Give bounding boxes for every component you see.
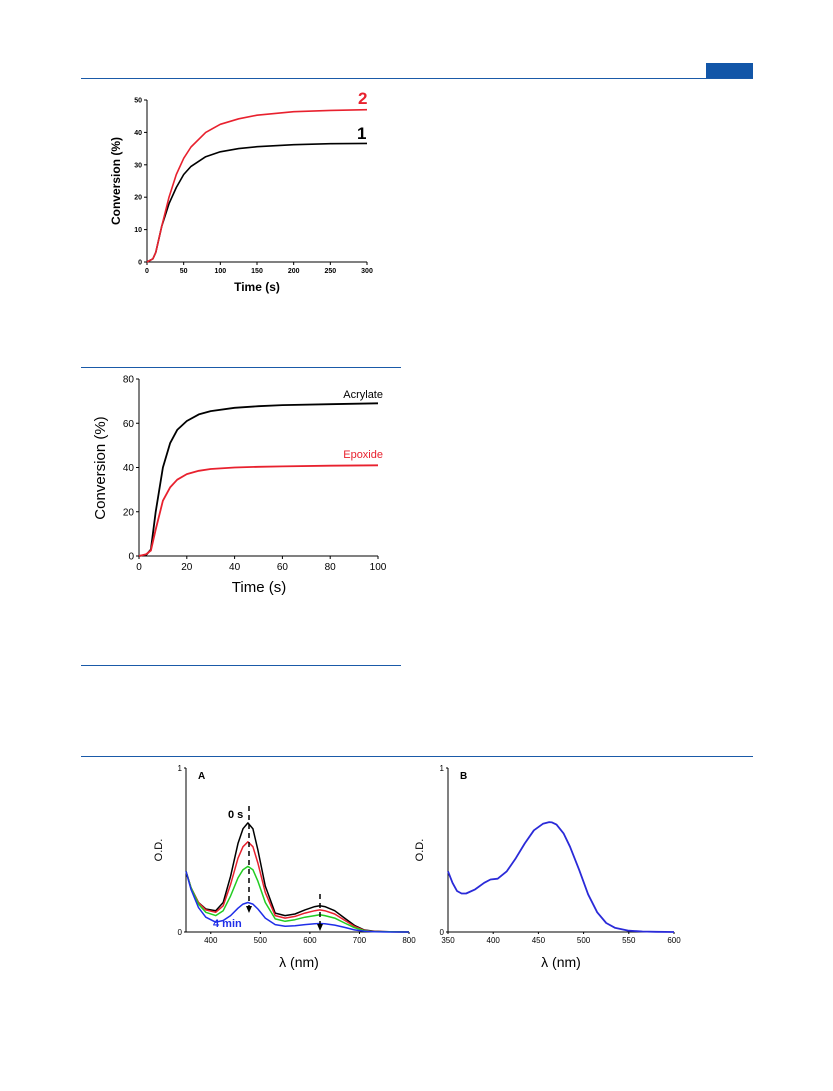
chart-2-series-2-line: [138, 464, 379, 557]
chart-3-x-tick-label: 800: [402, 936, 416, 945]
chart-4-x-tick-label: 350: [441, 936, 455, 945]
chart-4-series-1-line: [447, 821, 675, 933]
chart-3-arrowhead-1: [246, 906, 252, 913]
chart-2-series-1-line: [138, 402, 379, 557]
chart-1-x-tick-label: 300: [361, 268, 373, 275]
chart-4-y-tick-label: 1: [440, 764, 445, 773]
chart-1-y-tick-label: 20: [134, 195, 142, 202]
chart-2-x-tick-label: 60: [277, 562, 289, 573]
chart-4-x-tick-label: 500: [577, 936, 591, 945]
chart-2-lines: [138, 402, 379, 557]
chart-3-series-4-line: [185, 871, 409, 933]
chart-1-y-tick-label: 40: [134, 130, 142, 137]
chart-3-xlabel: λ (nm): [279, 954, 319, 970]
section-rule-1: [81, 367, 401, 368]
chart-2-y-tick-label: 60: [123, 419, 135, 430]
chart-2-x-tick-label: 20: [181, 562, 193, 573]
chart-3-x-tick-label: 500: [254, 936, 268, 945]
chart-2-y-tick-label: 40: [123, 463, 135, 474]
page-badge: [706, 63, 753, 78]
chart-4-xlabel: λ (nm): [541, 954, 581, 970]
chart-3-x-tick-label: 700: [353, 936, 367, 945]
chart-1-x-tick-label: 250: [324, 268, 336, 275]
chart-1-y-tick-label: 30: [134, 162, 142, 169]
chart-3-x-tick-label: 600: [303, 936, 317, 945]
chart-4-x-tick-label: 400: [487, 936, 501, 945]
chart-3-x-tick-label: 400: [204, 936, 218, 945]
chart-1-series-2-label: 2: [358, 89, 367, 108]
chart-1-ylabel: Conversion (%): [109, 137, 123, 225]
chart-2-series-acrylate-label: Acrylate: [343, 389, 383, 401]
chart-3-annotation-4min: 4 min: [213, 918, 242, 930]
section-rule-3: [81, 756, 753, 757]
chart-1-x-tick-label: 100: [214, 268, 226, 275]
chart-3-panel-label: A: [198, 771, 205, 782]
chart-2-xlabel: Time (s): [232, 579, 286, 596]
chart-1-y-tick-label: 0: [138, 259, 142, 266]
chart-4-y-tick-label: 0: [440, 928, 445, 937]
chart-2-ylabel: Conversion (%): [92, 416, 109, 519]
chart-1-xlabel: Time (s): [234, 280, 280, 294]
chart-3-y-tick-label: 1: [178, 764, 183, 773]
chart-1-x-tick-label: 150: [251, 268, 263, 275]
chart-2-y-tick-label: 0: [128, 552, 134, 563]
chart-4-lines: [447, 821, 675, 933]
chart-2-y-tick-label: 20: [123, 507, 135, 518]
chart-2-series-epoxide-label: Epoxide: [343, 449, 383, 461]
chart-3-lines: [185, 822, 410, 933]
section-rule-2: [81, 665, 401, 666]
chart-1-x-tick-label: 0: [145, 268, 149, 275]
chart-4-y-ticks: 01: [440, 764, 448, 937]
chart-3-series-2-line: [185, 841, 410, 933]
chart-1-x-tick-label: 200: [288, 268, 300, 275]
chart-2-y-ticks: 0 20 40 60 80: [123, 375, 139, 563]
chart-1-series-1-label: 1: [357, 124, 366, 143]
chart-4-x-tick-label: 450: [532, 936, 546, 945]
chart-2-x-tick-label: 40: [229, 562, 241, 573]
chart-1-y-tick-label: 50: [134, 97, 142, 104]
chart-2-y-tick-label: 80: [123, 375, 135, 386]
chart-3-y-ticks: 01: [178, 764, 186, 937]
chart-3-series-3-line: [185, 865, 410, 933]
chart-4-x-tick-label: 600: [667, 936, 681, 945]
chart-1-x-tick-label: 50: [180, 268, 188, 275]
chart-1-lines: [146, 108, 368, 263]
chart-3-ylabel: O.D.: [153, 839, 165, 862]
chart-2-x-tick-label: 100: [370, 562, 387, 573]
chart-3-series-1-line: [185, 822, 410, 933]
header-rule: [81, 78, 753, 79]
chart-4-x-ticks: 350 400 450 500 550 600: [441, 932, 681, 945]
chart-3-annotation-0s: 0 s: [228, 809, 243, 821]
chart-2-x-tick-label: 0: [136, 562, 142, 573]
chart-1-y-tick-label: 10: [134, 227, 142, 234]
chart-1-series-2-line: [146, 108, 368, 263]
chart-3-y-tick-label: 0: [178, 928, 183, 937]
chart-4-x-tick-label: 550: [622, 936, 636, 945]
chart-2-x-tick-label: 80: [325, 562, 337, 573]
chart-3-arrowhead-2: [317, 924, 323, 931]
chart-1-y-ticks: 0 10 20 30 40 50: [134, 97, 147, 266]
chart-4-panel-label: B: [460, 771, 467, 782]
chart-4-ylabel: O.D.: [414, 839, 426, 862]
